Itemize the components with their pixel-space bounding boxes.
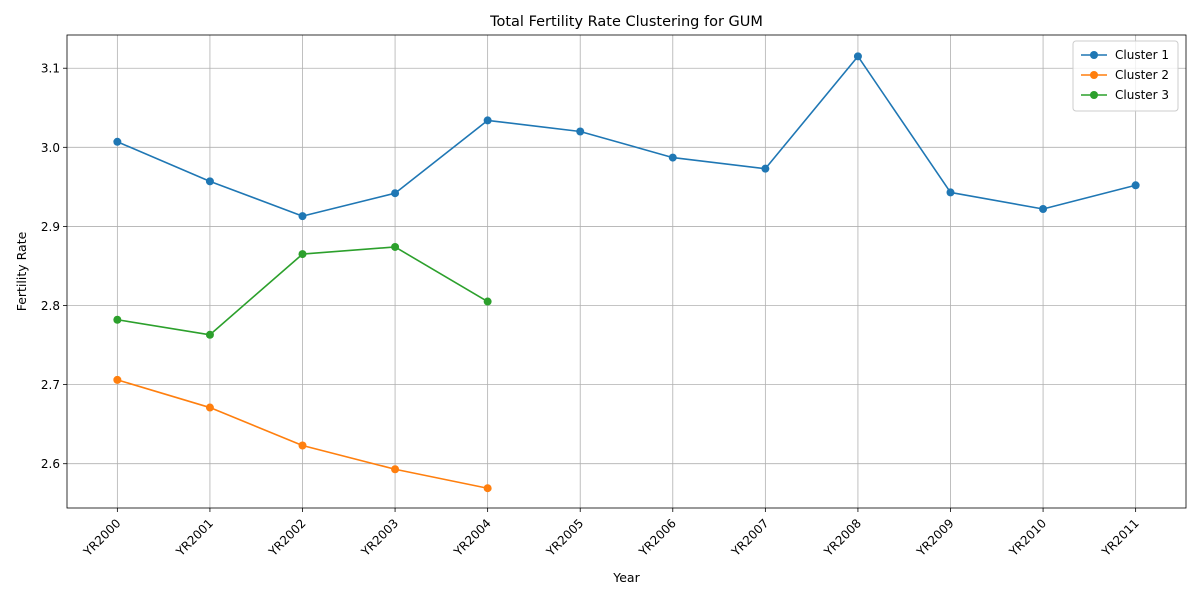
data-point [205, 403, 214, 412]
y-tick-label: 2.7 [41, 378, 60, 392]
x-axis-label: Year [612, 570, 640, 585]
chart-title: Total Fertility Rate Clustering for GUM [489, 14, 763, 30]
series-line [117, 55, 1136, 217]
grid [67, 35, 1186, 508]
data-point [298, 250, 307, 259]
series-2 [113, 375, 492, 493]
data-point [113, 375, 122, 384]
y-tick-label: 3.1 [41, 62, 60, 76]
data-point [576, 127, 585, 136]
data-point [483, 484, 492, 493]
data-point [298, 212, 307, 221]
data-point [113, 315, 122, 324]
legend-swatch-marker [1090, 51, 1098, 59]
data-point [668, 153, 677, 162]
legend-item: Cluster 1 [1081, 48, 1169, 62]
data-point [298, 441, 307, 450]
y-tick-label: 2.6 [41, 457, 60, 471]
data-point [391, 465, 400, 474]
data-point [946, 188, 955, 197]
data-point [205, 177, 214, 186]
data-point [483, 116, 492, 125]
data-point [1131, 181, 1140, 190]
legend-swatch-marker [1090, 91, 1098, 99]
data-point [483, 297, 492, 306]
data-point [761, 164, 770, 173]
legend-item: Cluster 3 [1081, 88, 1169, 102]
legend-label: Cluster 2 [1115, 68, 1169, 82]
series-layer [113, 52, 1140, 493]
data-point [391, 189, 400, 198]
data-point [1039, 205, 1048, 214]
y-tick-label: 2.8 [41, 299, 60, 313]
data-point [391, 242, 400, 251]
legend-label: Cluster 1 [1115, 48, 1169, 62]
legend-frame [1072, 40, 1179, 112]
legend-swatch-marker [1090, 71, 1098, 79]
plot-frame [66, 34, 1187, 509]
legend-item: Cluster 2 [1081, 68, 1169, 82]
y-axis-label: Fertility Rate [14, 231, 29, 311]
data-point [853, 52, 862, 61]
series-3 [113, 242, 492, 339]
data-point [205, 330, 214, 339]
y-tick-label: 2.9 [41, 220, 60, 234]
legend-label: Cluster 3 [1115, 88, 1169, 102]
y-tick-label: 3.0 [41, 141, 60, 155]
data-point [113, 137, 122, 146]
series-1 [113, 52, 1140, 221]
legend: Cluster 1 Cluster 2 Cluster 3 [1072, 40, 1179, 112]
